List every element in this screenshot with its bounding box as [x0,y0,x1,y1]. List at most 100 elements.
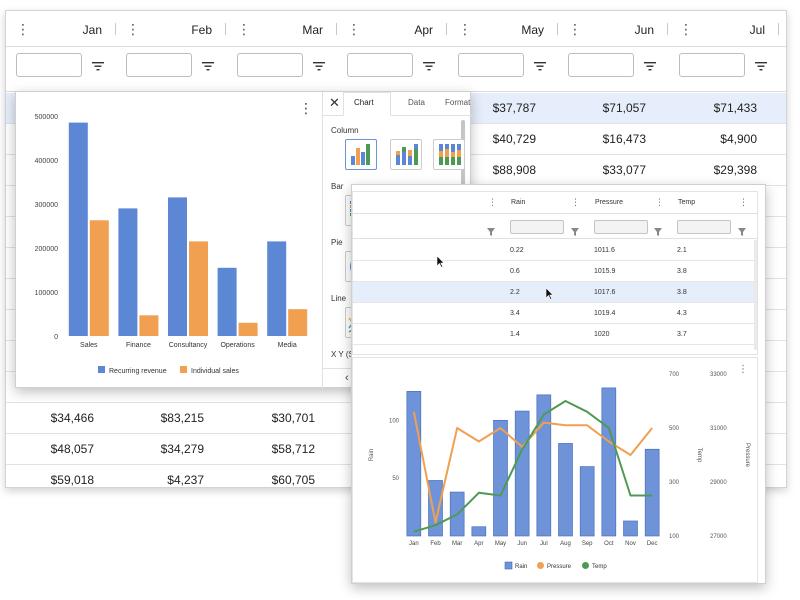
pager-prev-icon[interactable]: ‹ [345,372,349,384]
table-cell[interactable]: 1020 [594,331,610,338]
pressure-filter-input[interactable] [594,220,648,234]
normalized-column-thumbnail[interactable] [433,139,465,170]
rain-bar[interactable] [644,448,660,537]
column-menu-icon[interactable]: ⋮ [16,21,30,37]
chart-menu-icon[interactable]: ⋮ [299,100,313,116]
filter-icon[interactable] [423,59,435,71]
table-cell[interactable]: 1015.9 [594,268,616,275]
column-header[interactable]: ⋮ Jun [558,11,668,47]
filter-input[interactable] [458,53,524,77]
table-cell[interactable]: $59,018 [50,473,94,487]
tab-format[interactable]: Format [445,98,471,107]
column-resize-handle[interactable] [336,23,337,35]
rain-bar[interactable] [536,394,552,537]
filter-input[interactable] [16,53,82,77]
table-cell[interactable]: $16,473 [602,132,646,146]
column-resize-handle[interactable] [778,23,779,35]
table-row[interactable]: 3.4 1019.4 4.3 [353,303,757,324]
table-cell[interactable]: $34,279 [160,442,204,456]
filter-icon[interactable] [644,59,656,71]
column-header[interactable]: ⋮ Jul [669,11,779,47]
bar[interactable] [118,208,138,336]
filter-icon[interactable] [534,59,546,71]
bar[interactable] [68,122,88,336]
table-cell[interactable]: $88,908 [492,163,536,177]
table-cell[interactable]: $4,237 [167,473,204,487]
column-header[interactable]: ⋮ Jan [6,11,116,47]
table-row[interactable]: 2.2 1017.6 3.8 [353,282,757,303]
bar[interactable] [288,309,308,336]
filter-icon[interactable] [654,223,662,236]
pressure-line[interactable] [412,411,653,524]
table-cell[interactable]: $58,712 [271,442,315,456]
column-menu-icon[interactable]: ⋮ [568,21,582,37]
filter-input[interactable] [237,53,303,77]
table-cell[interactable]: $29,398 [713,163,757,177]
table-cell[interactable]: $4,900 [720,132,757,146]
legend-label[interactable]: Individual sales [191,368,239,375]
table-row[interactable]: 0.22 1011.6 2.1 [353,240,757,261]
rain-bar[interactable] [579,466,595,537]
column-resize-handle[interactable] [446,23,447,35]
table-cell[interactable]: 3.8 [677,289,687,296]
filter-icon[interactable] [487,223,495,236]
stacked-column-thumbnail[interactable] [390,139,422,170]
rain-bar[interactable] [514,410,530,537]
table-cell[interactable]: $71,433 [713,101,757,115]
table-cell[interactable]: 1011.6 [594,247,615,254]
table-cell[interactable]: $33,077 [602,163,646,177]
table-cell[interactable]: 0.22 [510,247,524,254]
temp-filter-input[interactable] [677,220,731,234]
table-row[interactable]: 1.4 1020 3.7 [353,324,757,345]
bar[interactable] [139,315,159,336]
column-menu-icon[interactable]: ⋮ [126,21,140,37]
table-cell[interactable]: $60,705 [271,473,315,487]
bar[interactable] [89,220,109,336]
rain-bar[interactable] [428,480,443,537]
column-menu-icon[interactable]: ⋮ [679,21,693,37]
filter-icon[interactable] [202,59,214,71]
header-temp[interactable]: Temp [678,199,696,206]
header-rain[interactable]: Rain [511,199,526,206]
filter-icon[interactable] [755,59,767,71]
table-cell[interactable]: $71,057 [602,101,646,115]
table-cell[interactable]: 3.4 [510,310,520,317]
column-menu-icon[interactable]: ⋮ [237,21,251,37]
filter-icon[interactable] [738,223,746,236]
column-menu-icon[interactable]: ⋮ [488,197,497,207]
bar[interactable] [168,197,187,336]
table-cell[interactable]: 4.3 [677,310,687,317]
column-menu-icon[interactable]: ⋮ [739,197,748,207]
table-cell[interactable]: 1.4 [510,331,520,338]
bar[interactable] [217,267,237,336]
grouped-column-thumbnail[interactable] [345,139,377,170]
table-cell[interactable]: $83,215 [160,411,204,425]
table-row[interactable]: 0.6 1015.9 3.8 [353,261,757,282]
legend-label[interactable]: Recurring revenue [109,368,167,375]
close-icon[interactable]: ✕ [329,95,340,110]
header-pressure[interactable]: Pressure [595,199,624,206]
column-resize-handle[interactable] [667,23,668,35]
table-row[interactable]: $59,018 $4,237 $60,705 [6,465,786,487]
rain-bar[interactable] [471,526,487,537]
table-cell[interactable]: $30,701 [271,411,315,425]
column-header[interactable]: ⋮ Feb [116,11,226,47]
column-header[interactable]: ⋮ Apr [337,11,447,47]
filter-input[interactable] [126,53,192,77]
rain-bar[interactable] [623,520,638,537]
column-resize-handle[interactable] [115,23,116,35]
bar[interactable] [189,241,208,336]
bar[interactable] [267,241,287,336]
table-cell[interactable]: 1019.4 [594,310,616,317]
table-cell[interactable]: 3.8 [677,268,687,275]
legend-label[interactable]: Temp [592,564,607,570]
filter-icon[interactable] [92,59,104,71]
table-cell[interactable]: $37,787 [492,101,536,115]
column-menu-icon[interactable]: ⋮ [655,197,664,207]
filter-icon[interactable] [313,59,325,71]
column-resize-handle[interactable] [225,23,226,35]
table-cell[interactable]: 3.7 [677,331,687,338]
legend-label[interactable]: Rain [515,564,527,570]
tab-chart[interactable]: Chart [354,98,374,107]
filter-input[interactable] [568,53,634,77]
